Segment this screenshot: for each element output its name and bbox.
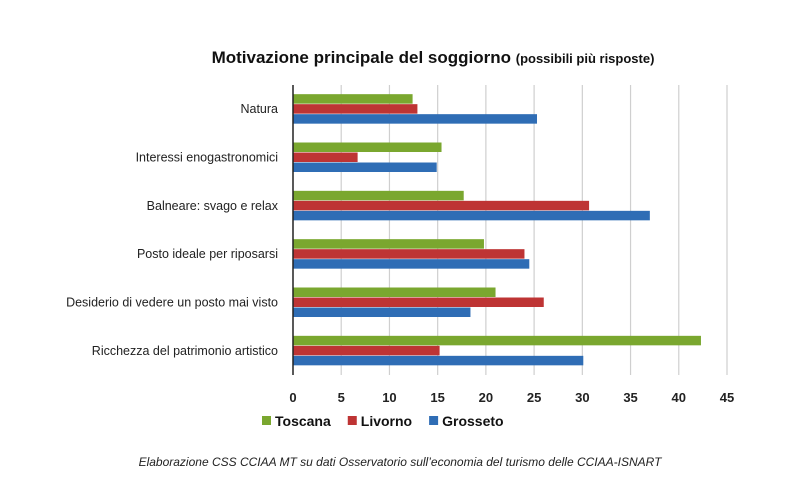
bar-grosseto — [293, 307, 471, 317]
bar-toscana — [293, 287, 496, 297]
bar-livorno — [293, 200, 590, 211]
bar-toscana — [293, 142, 442, 152]
bar-toscana — [293, 190, 464, 201]
bar-grosseto — [293, 114, 538, 124]
bar-grosseto — [293, 355, 584, 366]
bar-livorno — [293, 152, 358, 162]
legend-label: Livorno — [361, 413, 412, 429]
subtitle-text: (possibili più risposte) — [515, 51, 655, 66]
bar-livorno — [293, 297, 544, 307]
bar-grosseto — [293, 162, 437, 172]
bar-grosseto — [293, 259, 530, 269]
legend-swatch-livorno — [347, 416, 357, 425]
x-tick-label: 5 — [338, 390, 345, 405]
x-tick-label: 40 — [672, 390, 686, 405]
bar-livorno — [293, 249, 525, 259]
bar-grosseto — [293, 210, 650, 221]
category-label: Natura — [240, 102, 278, 116]
legend-label: Grosseto — [442, 413, 503, 429]
chart-title: Motivazione principale del soggiorno (po… — [0, 48, 800, 68]
bar-toscana — [293, 239, 484, 249]
legend-swatch-toscana — [262, 416, 271, 425]
x-tick-label: 45 — [720, 390, 734, 405]
bar-toscana — [293, 335, 701, 346]
category-label: Posto ideale per riposarsi — [137, 247, 278, 261]
x-tick-label: 30 — [575, 390, 589, 405]
category-label: Interessi enogastronomici — [136, 151, 278, 165]
title-text: Motivazione principale del soggiorno — [211, 48, 511, 67]
category-label: Desiderio di vedere un posto mai visto — [66, 296, 278, 310]
x-tick-label: 10 — [382, 390, 396, 405]
legend-swatch-grosseto — [429, 416, 439, 425]
x-tick-label: 35 — [623, 390, 637, 405]
bar-livorno — [293, 104, 418, 114]
footnote: Elaborazione CSS CCIAA MT su dati Osserv… — [138, 455, 662, 469]
x-tick-label: 25 — [527, 390, 541, 405]
category-label: Ricchezza del patrimonio artistico — [92, 344, 278, 358]
x-tick-label: 15 — [430, 390, 444, 405]
bar-livorno — [293, 345, 440, 356]
category-label: Balneare: svago e relax — [147, 199, 279, 213]
x-tick-label: 20 — [479, 390, 493, 405]
legend-label: Toscana — [275, 413, 331, 429]
x-tick-label: 0 — [289, 390, 296, 405]
bar-toscana — [293, 94, 413, 104]
